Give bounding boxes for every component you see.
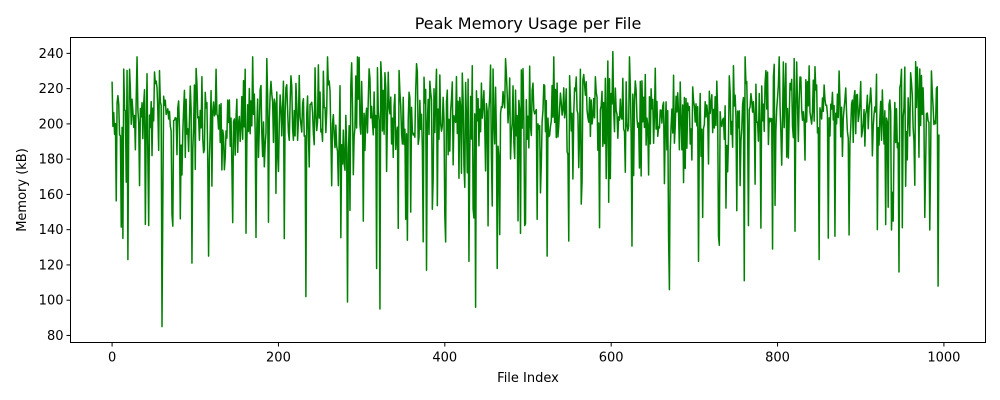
series-line xyxy=(111,50,940,328)
y-tick-label: 180 xyxy=(39,153,64,168)
x-tick-label: 400 xyxy=(432,351,457,366)
y-tick-label: 200 xyxy=(39,117,64,132)
x-axis-label: File Index xyxy=(497,371,559,386)
x-tick-label: 200 xyxy=(266,351,291,366)
y-tick-label: 120 xyxy=(39,258,64,273)
x-tick-label: 800 xyxy=(765,351,790,366)
plot-frame xyxy=(70,37,986,343)
y-tick-label: 100 xyxy=(39,294,64,309)
y-tick-label: 240 xyxy=(39,47,64,62)
x-axis: 0 200 400 600 800 1000 xyxy=(108,342,960,366)
chart-title: Peak Memory Usage per File xyxy=(415,14,642,33)
y-axis: 80 100 120 140 160 180 200 220 240 xyxy=(39,47,71,344)
y-tick-label: 220 xyxy=(39,82,64,97)
x-tick-label: 600 xyxy=(599,351,624,366)
y-tick-label: 160 xyxy=(39,188,64,203)
y-axis-label: Memory (kB) xyxy=(15,148,30,232)
x-tick-label: 1000 xyxy=(927,351,960,366)
x-tick-label: 0 xyxy=(108,351,116,366)
y-tick-label: 80 xyxy=(47,329,64,344)
series-group xyxy=(111,50,940,328)
y-tick-label: 140 xyxy=(39,223,64,238)
